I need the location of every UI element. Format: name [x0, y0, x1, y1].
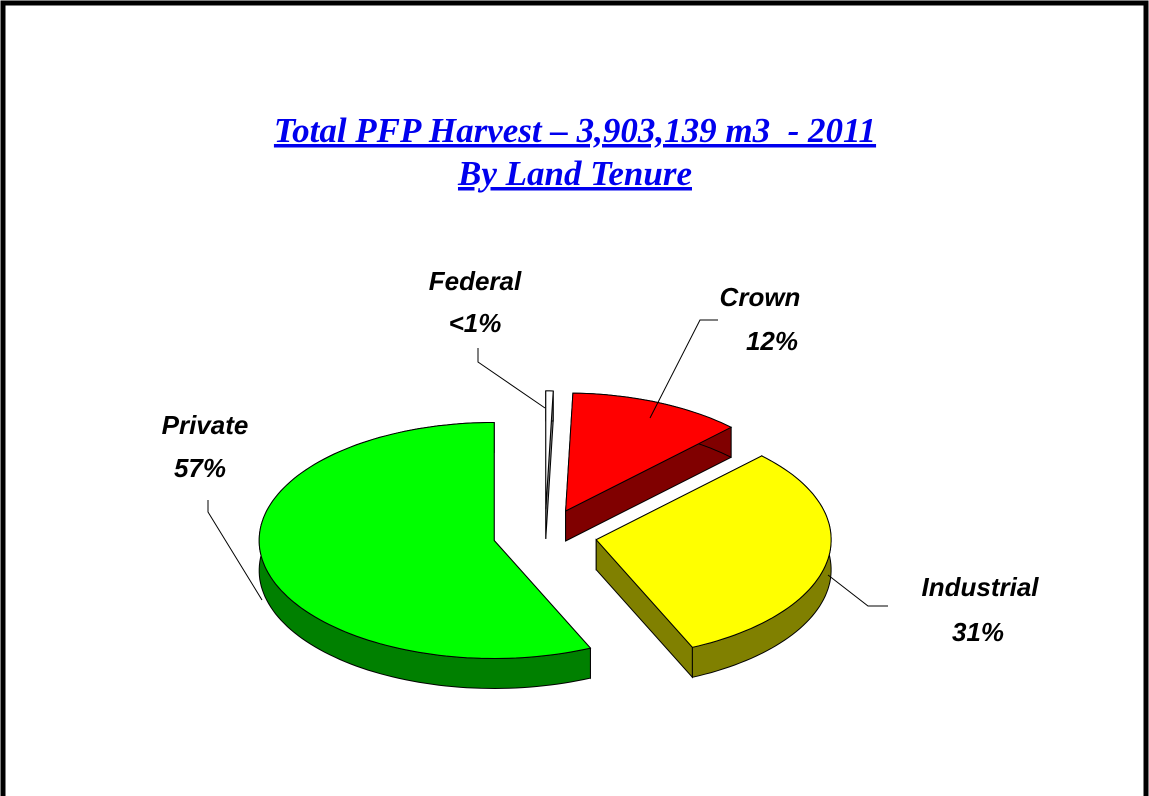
value-label: 57%: [174, 453, 226, 483]
leader-line: [649, 319, 718, 419]
category-label: Federal: [429, 266, 522, 296]
leader-lines: [207, 319, 888, 607]
slice: [258, 422, 592, 660]
leader-line: [827, 574, 888, 607]
category-label: Private: [162, 410, 249, 440]
slice: [545, 390, 554, 509]
pie: [258, 390, 832, 690]
value-label: 12%: [746, 326, 798, 356]
chart-title: Total PFP Harvest – 3,903,139 m3 - 2011: [274, 111, 876, 150]
leader-line: [477, 348, 546, 409]
value-label: <1%: [449, 308, 502, 338]
slice: [595, 455, 832, 648]
value-label: 31%: [952, 617, 1004, 647]
category-label: Crown: [720, 282, 801, 312]
category-label: Industrial: [921, 572, 1039, 602]
chart-subtitle: By Land Tenure: [457, 154, 692, 193]
leader-line: [207, 500, 263, 601]
